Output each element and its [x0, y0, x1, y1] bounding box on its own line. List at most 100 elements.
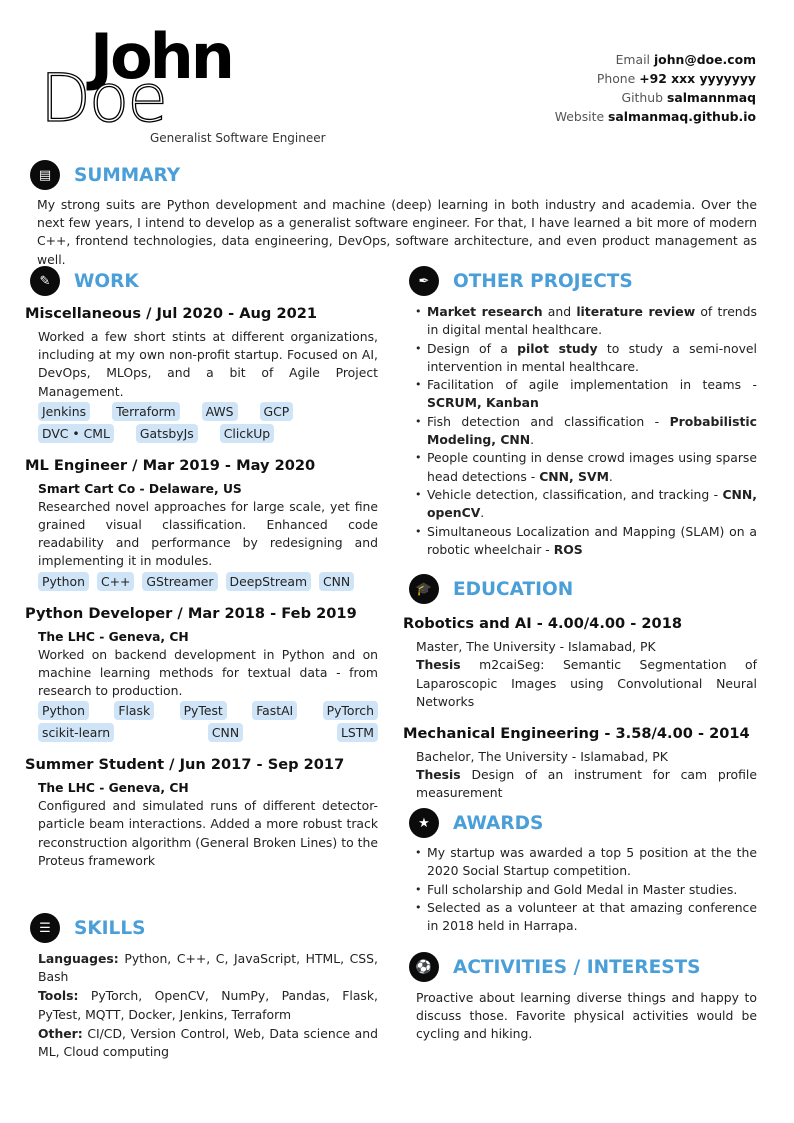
brush-icon: ✒: [409, 266, 439, 296]
skill-label: Tools:: [38, 988, 79, 1004]
job-entry: ML Engineer / Mar 2019 - May 2020 Smart C…: [25, 457, 378, 591]
school: Master, The University - Islamabad, PK: [416, 639, 656, 654]
project-item: Vehicle detection, classification, and t…: [414, 486, 757, 523]
contact-item: Github salmannmaq: [555, 88, 756, 107]
text-segment: and: [542, 304, 577, 319]
skill-value: Python, C++, C, JavaScript, HTML, CSS, B…: [38, 951, 378, 985]
tag: DVC • CML: [38, 423, 114, 443]
contact-item: Phone +92 xxx yyyyyyy: [555, 69, 756, 88]
tag: DeepStream: [225, 571, 312, 591]
tag: C++: [96, 571, 135, 591]
project-item: Simultaneous Localization and Mapping (S…: [414, 523, 757, 560]
job-entry: Summer Student / Jun 2017 - Sep 2017 The …: [25, 756, 378, 870]
job-body: The LHC - Geneva, CH Worked on backend de…: [25, 628, 378, 743]
skill-value: PyTorch, OpenCV, NumPy, Pandas, Flask, P…: [38, 988, 378, 1022]
job-description: Worked on backend development in Python …: [38, 646, 378, 699]
contact-value: salmannmaq: [666, 90, 756, 105]
job-description: Worked a few short stints at different o…: [38, 329, 378, 399]
tag: GatsbyJs: [135, 423, 198, 443]
contact-item: Website salmanmaq.github.io: [555, 107, 756, 126]
degree-body: Bachelor, The University - Islamabad, PK…: [403, 748, 757, 803]
text-segment: Market research: [427, 304, 543, 319]
degree-title: Mechanical Engineering - 3.58/4.00 - 201…: [403, 724, 750, 742]
job-description: Configured and simulated runs of differe…: [38, 798, 378, 868]
text-segment: to study a semi-novel intervention in me…: [427, 340, 757, 374]
awards-section: ★ AWARDS My startup was awarded a top 5 p…: [409, 807, 757, 935]
thesis-label: Thesis: [416, 767, 461, 783]
skill-label: Languages:: [38, 951, 119, 966]
project-item: People counting in dense crowd images us…: [414, 449, 757, 486]
tag: Jenkins: [38, 401, 91, 421]
job-description: Researched novel approaches for large sc…: [38, 498, 378, 569]
skill-row: Tools: PyTorch, OpenCV, NumPy, Pandas, F…: [38, 987, 378, 1023]
tag: Terraform: [112, 401, 180, 421]
contact-value: john@doe.com: [653, 52, 756, 67]
tag: ClickUp: [219, 423, 275, 443]
thesis: Thesis Design of an instrument for cam p…: [416, 766, 757, 802]
job-title: ML Engineer / Mar 2019 - May 2020: [25, 456, 316, 474]
job-title: Summer Student / Jun 2017 - Sep 2017: [25, 756, 345, 774]
contact-label: Github: [621, 90, 663, 105]
job-title: Miscellaneous / Jul 2020 - Aug 2021: [25, 305, 318, 322]
thesis-title: Design of an instrument for cam profile …: [416, 767, 757, 801]
text-segment: Vehicle detection, classification, and t…: [427, 486, 723, 502]
project-item: Market research and literature review of…: [414, 303, 757, 340]
contact-value: +92 xxx yyyyyyy: [639, 71, 756, 86]
text-segment: literature review: [576, 304, 696, 319]
section-title: SUMMARY: [74, 164, 181, 186]
projects-section: ✒ OTHER PROJECTS Market research and lite…: [409, 265, 757, 559]
graduation-cap-icon: 🎓: [409, 574, 439, 604]
tag-list: Python C++ GStreamer DeepStream CNN: [38, 571, 378, 591]
text-segment: ROS: [553, 541, 583, 557]
tag: scikit-learn: [38, 723, 115, 743]
list-icon: ☰: [30, 913, 60, 943]
thesis: Thesis m2caiSeg: Semantic Segmentation o…: [416, 656, 757, 711]
award-item: My startup was awarded a top 5 position …: [414, 844, 757, 881]
degree-body: Master, The University - Islamabad, PK Th…: [403, 638, 757, 711]
company: The LHC - Geneva, CH: [38, 629, 189, 644]
section-title: WORK: [74, 270, 139, 292]
text-segment: Design of a: [427, 340, 518, 356]
text-segment: People counting in dense crowd images us…: [427, 450, 757, 484]
tag: PyTest: [179, 701, 227, 721]
text-segment: .: [530, 432, 535, 448]
text-segment: Probabilistic Modeling, CNN: [427, 413, 757, 448]
education-section: 🎓 EDUCATION Robotics and AI - 4.00/4.00 -…: [403, 573, 757, 803]
project-item: Fish detection and classification - Prob…: [414, 413, 757, 450]
activities-text: Proactive about learning diverse things …: [416, 990, 757, 1042]
skill-row: Other: CI/CD, Version Control, Web, Data…: [38, 1025, 378, 1061]
skill-value: CI/CD, Version Control, Web, Data scienc…: [38, 1025, 378, 1060]
skill-label: Other:: [38, 1025, 83, 1041]
job-body: Worked a few short stints at different o…: [25, 328, 378, 443]
company: The LHC - Geneva, CH: [38, 781, 189, 796]
text-segment: .: [480, 505, 485, 521]
contact-label: Email: [615, 52, 650, 67]
tag-list: Jenkins Terraform AWS GCP DVC • CML GatsbyJs C…: [38, 401, 378, 443]
tag: AWS: [201, 401, 238, 421]
text-segment: pilot study: [517, 340, 598, 356]
work-section: ✎ WORK Miscellaneous / Jul 2020 - Aug 202…: [25, 265, 378, 870]
thesis-title: m2caiSeg: Semantic Segmentation of Lapar…: [416, 657, 757, 709]
job-title: Python Developer / Mar 2018 - Feb 2019: [25, 604, 357, 622]
award-item: Selected as a volunteer at that amazing …: [414, 899, 757, 936]
contact-item: Email john@doe.com: [555, 50, 756, 69]
contact-value: salmanmaq.github.io: [608, 109, 756, 124]
activities-section: ⚽ ACTIVITIES / INTERESTS Proactive about …: [409, 951, 757, 1044]
tag: CNN: [207, 723, 244, 743]
tag: PyTorch: [322, 701, 378, 721]
summary-section: ▤ SUMMARY My strong suits are Python deve…: [30, 159, 757, 269]
skill-row: Languages: Python, C++, C, JavaScript, H…: [38, 950, 378, 986]
degree-title: Robotics and AI - 4.00/4.00 - 2018: [403, 615, 683, 632]
section-title: SKILLS: [74, 917, 146, 939]
tag: GStreamer: [142, 571, 218, 591]
pencil-icon: ✎: [30, 266, 60, 296]
contact-label: Phone: [596, 71, 636, 86]
project-item: Design of a pilot study to study a semi-…: [414, 340, 757, 377]
tag: Python: [38, 701, 89, 721]
text-segment: Fish detection and classification -: [427, 413, 670, 429]
soccer-ball-icon: ⚽: [409, 952, 439, 982]
school: Bachelor, The University - Islamabad, PK: [416, 748, 668, 764]
contact-info: Email john@doe.com Phone +92 xxx yyyyyyy G…: [555, 50, 756, 126]
tag-list: Python Flask PyTest FastAI PyTorch scikit-lea…: [38, 701, 378, 743]
thesis-label: Thesis: [416, 657, 461, 673]
